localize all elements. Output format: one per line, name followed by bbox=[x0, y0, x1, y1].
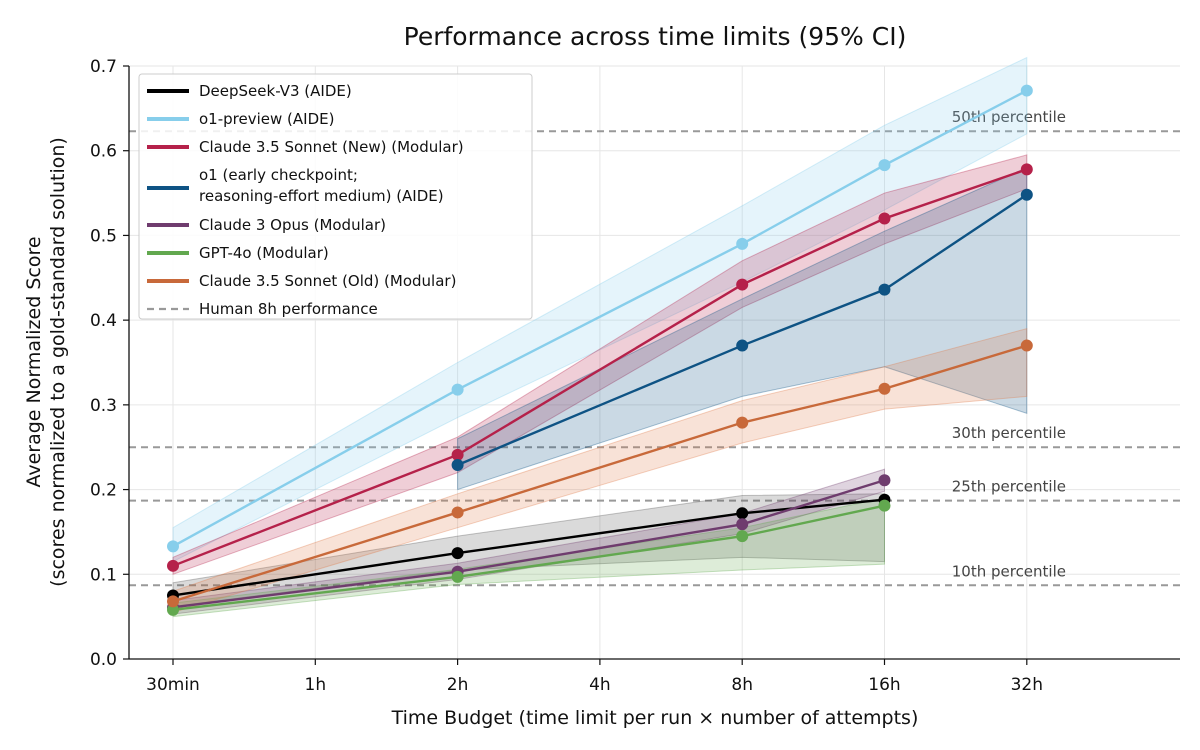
data-point-o1-early-checkpoint-reasoning-effort-medium-aide bbox=[452, 459, 464, 471]
y-tick-label: 0.4 bbox=[90, 311, 117, 331]
data-point-deepseek-v3-aide bbox=[736, 507, 748, 519]
y-axis-title-line2: (scores normalized to a gold-standard so… bbox=[47, 137, 69, 587]
data-point-claude-3-5-sonnet-old-modular bbox=[879, 383, 891, 395]
chart-title: Performance across time limits (95% CI) bbox=[404, 22, 907, 51]
y-tick-label: 0.7 bbox=[90, 57, 117, 77]
legend: DeepSeek-V3 (AIDE) o1-preview (AIDE) Claud… bbox=[139, 74, 532, 319]
reference-label-30th-percentile: 30th percentile bbox=[952, 424, 1066, 442]
data-point-o1-preview-aide bbox=[1021, 85, 1033, 97]
x-tick-label: 16h bbox=[868, 675, 900, 695]
x-tick-label: 1h bbox=[305, 675, 327, 695]
data-point-o1-preview-aide bbox=[452, 384, 464, 396]
legend-label-o1-early-checkpoint-reasoning-effort-medium-aide: o1 (early checkpoint; bbox=[199, 166, 358, 184]
reference-label-10th-percentile: 10th percentile bbox=[952, 562, 1066, 580]
x-tick-label: 32h bbox=[1011, 675, 1043, 695]
data-point-o1-early-checkpoint-reasoning-effort-medium-aide bbox=[1021, 189, 1033, 201]
data-point-claude-3-5-sonnet-old-modular bbox=[736, 417, 748, 429]
y-tick-label: 0.1 bbox=[90, 565, 117, 585]
x-axis-title: Time Budget (time limit per run × number… bbox=[391, 707, 919, 729]
y-axis-title: Average Normalized Score (scores normali… bbox=[23, 137, 69, 587]
legend-label-gpt-4o-modular: GPT-4o (Modular) bbox=[199, 244, 329, 262]
data-point-claude-3-5-sonnet-old-modular bbox=[452, 506, 464, 518]
data-point-o1-early-checkpoint-reasoning-effort-medium-aide bbox=[879, 284, 891, 296]
x-tick-label: 4h bbox=[589, 675, 611, 695]
y-axis-title-line1: Average Normalized Score bbox=[23, 236, 45, 487]
data-point-claude-3-opus-modular bbox=[879, 474, 891, 486]
y-tick-label: 0.3 bbox=[90, 396, 117, 416]
data-point-gpt-4o-modular bbox=[452, 571, 464, 583]
data-point-gpt-4o-modular bbox=[736, 530, 748, 542]
legend-label-o1-preview-aide: o1-preview (AIDE) bbox=[199, 110, 334, 128]
y-tick-label: 0.5 bbox=[90, 226, 117, 246]
data-point-claude-3-5-sonnet-new-modular bbox=[736, 279, 748, 291]
data-point-o1-preview-aide bbox=[167, 540, 179, 552]
y-tick-label: 0.2 bbox=[90, 481, 117, 501]
legend-label-claude-3-5-sonnet-new-modular: Claude 3.5 Sonnet (New) (Modular) bbox=[199, 138, 464, 156]
legend-label-claude-3-5-sonnet-old-modular: Claude 3.5 Sonnet (Old) (Modular) bbox=[199, 272, 456, 290]
legend-label-human-8h: Human 8h performance bbox=[199, 300, 378, 318]
data-point-claude-3-5-sonnet-new-modular bbox=[879, 212, 891, 224]
legend-label-o1-early-checkpoint-reasoning-effort-medium-aide-line2: reasoning-effort medium) (AIDE) bbox=[199, 187, 444, 205]
x-tick-label: 8h bbox=[731, 675, 753, 695]
data-point-o1-early-checkpoint-reasoning-effort-medium-aide bbox=[736, 340, 748, 352]
x-tick-label: 2h bbox=[447, 675, 469, 695]
reference-label-25th-percentile: 25th percentile bbox=[952, 478, 1066, 496]
legend-label-deepseek-v3-aide: DeepSeek-V3 (AIDE) bbox=[199, 82, 352, 100]
data-point-deepseek-v3-aide bbox=[452, 547, 464, 559]
data-point-claude-3-5-sonnet-new-modular bbox=[1021, 163, 1033, 175]
data-point-claude-3-5-sonnet-new-modular bbox=[167, 560, 179, 572]
y-tick-label: 0.6 bbox=[90, 142, 117, 162]
data-point-o1-preview-aide bbox=[736, 238, 748, 250]
data-point-claude-3-5-sonnet-old-modular bbox=[167, 595, 179, 607]
data-point-o1-preview-aide bbox=[879, 159, 891, 171]
data-point-claude-3-5-sonnet-old-modular bbox=[1021, 340, 1033, 352]
x-tick-label: 30min bbox=[146, 675, 200, 695]
data-point-claude-3-opus-modular bbox=[736, 518, 748, 530]
data-point-gpt-4o-modular bbox=[879, 500, 891, 512]
y-tick-label: 0.0 bbox=[90, 650, 117, 670]
legend-label-claude-3-opus-modular: Claude 3 Opus (Modular) bbox=[199, 216, 386, 234]
